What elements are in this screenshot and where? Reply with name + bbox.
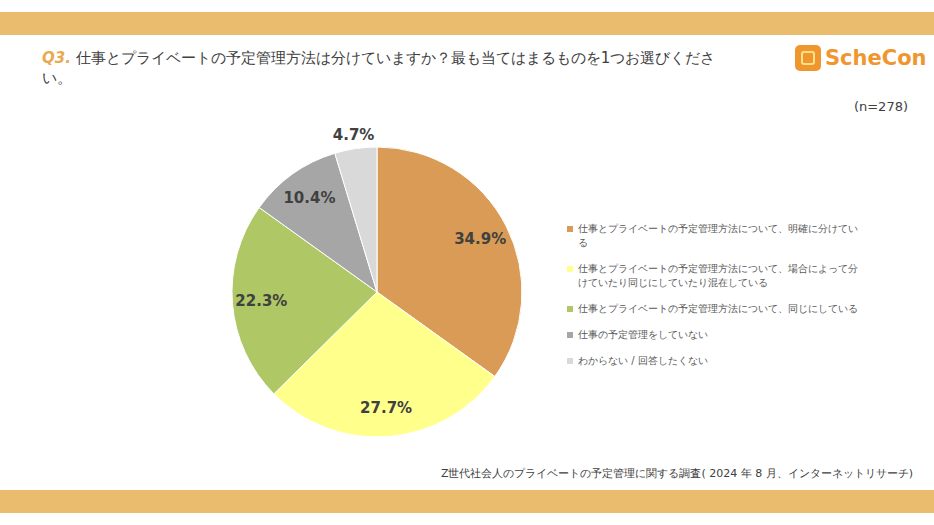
svg-text:27.7%: 27.7% — [360, 399, 412, 417]
html-text:Q3.仕事とプライベートの予定管理方法は分けていますか？最も: Q3.仕事とプライベートの予定管理方法は分けていますか？最も当てはまるものを1つ… — [42, 49, 716, 87]
svg-text:22.3%: 22.3% — [235, 292, 287, 310]
html-text:Z世代社会人のプライベートの予定管理に関する調査( 2024: Z世代社会人のプライベートの予定管理に関する調査( 2024 年 8 月、インタ… — [440, 467, 913, 480]
html-text:ScheCon: ScheCon — [825, 46, 927, 70]
svg-text:10.4%: 10.4% — [283, 189, 335, 207]
html-text:仕事とプライベートの予定管理方法について、場合によって分けて: 仕事とプライベートの予定管理方法について、場合によって分けていたり同じにしていた… — [578, 263, 858, 288]
svg-text:34.9%: 34.9% — [454, 230, 506, 248]
html-text:仕事の予定管理をしていない: 仕事の予定管理をしていない — [578, 329, 708, 340]
html-text:仕事とプライベートの予定管理方法について、明確に分けている: 仕事とプライベートの予定管理方法について、明確に分けている — [578, 223, 858, 248]
html-text:(n=278): (n=278) — [853, 99, 908, 114]
html-text:わからない / 回答したくない: わからない / 回答したくない — [578, 355, 708, 366]
svg-text:4.7%: 4.7% — [333, 126, 375, 144]
html-text:仕事とプライベートの予定管理方法について、同じにしている: 仕事とプライベートの予定管理方法について、同じにしている — [578, 303, 858, 314]
